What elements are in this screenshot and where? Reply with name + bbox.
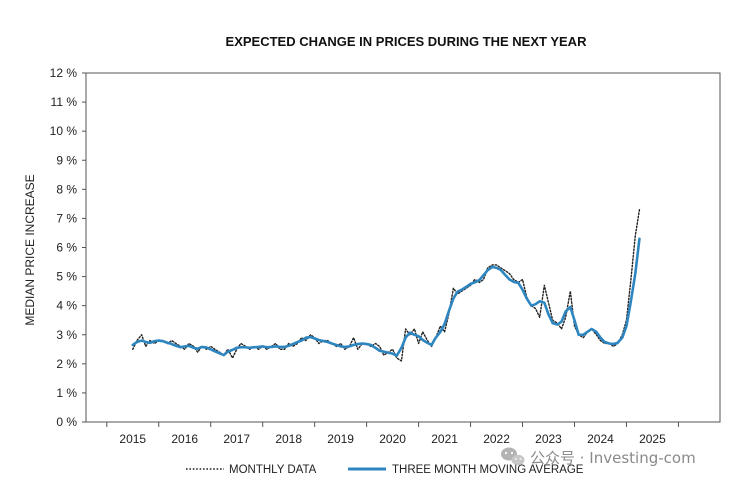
wechat-icon xyxy=(501,447,525,466)
x-tick-label: 2025 xyxy=(639,432,666,446)
x-tick-label: 2018 xyxy=(275,432,302,446)
x-axis: 2015 2016 2017 2018 2019 2020 2021 2022 2023 2024… xyxy=(106,422,679,446)
legend-label-monthly: MONTHLY DATA xyxy=(229,464,317,476)
y-axis-label: MEDIAN PRICE INCREASE xyxy=(23,174,37,325)
y-tick-label: 6 % xyxy=(56,241,77,255)
y-tick-label: 7 % xyxy=(56,211,77,225)
y-tick-label: 1 % xyxy=(56,386,77,400)
legend: MONTHLY DATA THREE MONTH MOVING AVERAGE xyxy=(186,464,584,476)
x-tick-label: 2023 xyxy=(535,432,562,446)
watermark: 公众号 · Investing-com xyxy=(501,447,696,467)
plot-frame xyxy=(85,72,721,423)
y-tick-label: 12 % xyxy=(50,66,78,80)
y-axis: 0 % 1 % 2 % 3 % 4 % 5 % 6 % 7 % 8 % 9 % 10 % 11 % 12… xyxy=(50,66,86,429)
x-tick-label: 2017 xyxy=(223,432,250,446)
watermark-text: 公众号 · Investing-com xyxy=(530,449,696,467)
x-tick-label: 2019 xyxy=(327,432,354,446)
x-tick-label: 2024 xyxy=(587,432,614,446)
y-tick-label: 5 % xyxy=(56,270,77,284)
y-tick-label: 3 % xyxy=(56,328,77,342)
legend-label-moving-average: THREE MONTH MOVING AVERAGE xyxy=(392,464,584,476)
x-tick-label: 2020 xyxy=(379,432,406,446)
y-tick-label: 11 % xyxy=(51,95,78,109)
y-tick-label: 2 % xyxy=(56,357,77,371)
series-line-three-month-moving-average xyxy=(131,237,641,357)
x-tick-label: 2016 xyxy=(171,432,198,446)
series-lines xyxy=(131,208,641,362)
series-line-monthly-data xyxy=(132,208,641,362)
y-tick-label: 0 % xyxy=(56,415,77,429)
y-tick-label: 9 % xyxy=(56,153,77,167)
x-tick-label: 2015 xyxy=(119,432,146,446)
y-tick-label: 4 % xyxy=(56,299,77,313)
x-tick-label: 2022 xyxy=(483,432,510,446)
x-tick-label: 2021 xyxy=(431,432,458,446)
chart-title: EXPECTED CHANGE IN PRICES DURING THE NEX… xyxy=(226,34,588,49)
y-tick-label: 10 % xyxy=(50,124,78,138)
y-tick-label: 8 % xyxy=(56,182,77,196)
